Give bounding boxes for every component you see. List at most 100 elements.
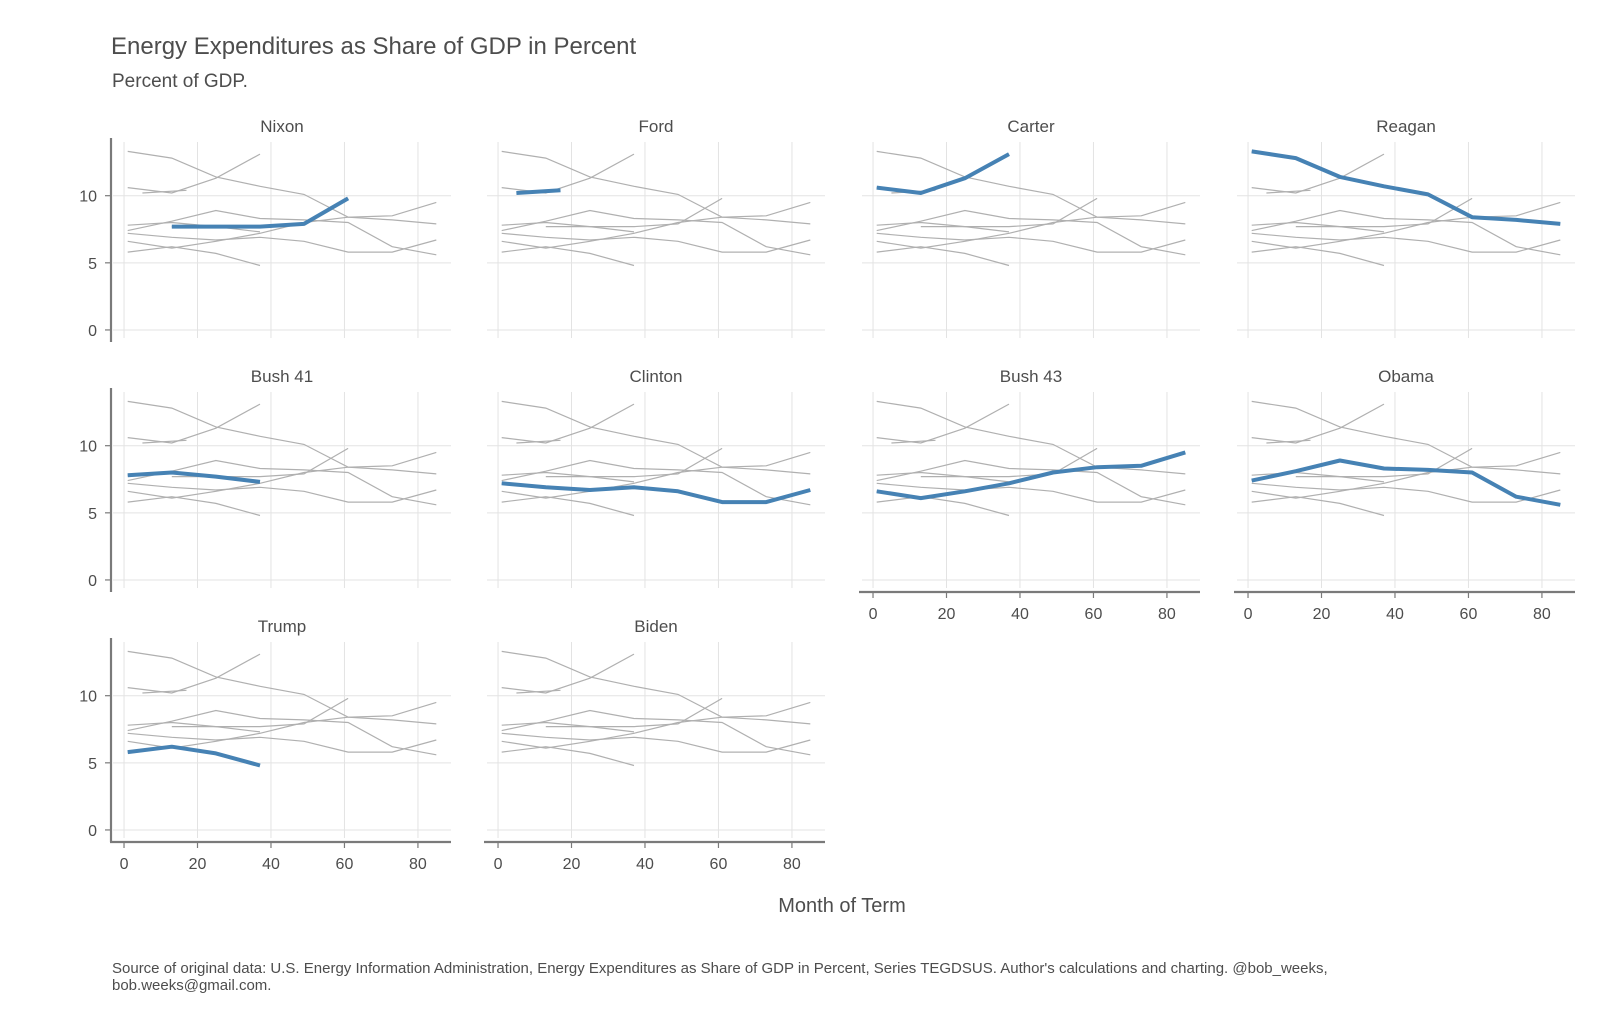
facet-label-carter: Carter xyxy=(1007,117,1055,136)
background-line-reagan xyxy=(1251,400,1561,475)
background-line-clinton xyxy=(127,232,437,253)
highlight-line-nixon xyxy=(171,196,350,229)
background-line-bush-43 xyxy=(501,451,811,499)
x-tick-label: 60 xyxy=(1085,606,1103,623)
x-tick-label: 40 xyxy=(1386,606,1404,623)
background-line-clinton xyxy=(876,482,1186,503)
panel-trump: Trump 0 5 10 0 20 40 60 80 xyxy=(79,617,451,873)
background-line-bush-43 xyxy=(127,201,437,249)
highlight-line-reagan xyxy=(1251,149,1561,226)
background-line-reagan xyxy=(501,150,811,225)
facet-label-trump: Trump xyxy=(258,617,307,636)
x-tick-label: 60 xyxy=(710,856,728,873)
panel-reagan: Reagan xyxy=(1237,117,1575,338)
background-line-clinton xyxy=(501,232,811,253)
background-line-nixon xyxy=(545,697,723,728)
facet-label-bush-43: Bush 43 xyxy=(1000,367,1062,386)
y-tick-label: 10 xyxy=(79,439,97,456)
background-line-bush-43 xyxy=(1251,201,1561,249)
background-line-nixon xyxy=(1295,197,1473,228)
caption-line-1: Source of original data: U.S. Energy Inf… xyxy=(112,960,1328,977)
y-tick-label: 0 xyxy=(88,323,97,340)
background-line-reagan xyxy=(876,150,1186,225)
x-tick-label: 80 xyxy=(783,856,801,873)
panel-biden: Biden 0 20 40 60 80 xyxy=(484,617,825,873)
x-tick-label: 80 xyxy=(1158,606,1176,623)
background-line-bush-41 xyxy=(501,721,635,733)
panel-nixon: Nixon 0 5 10 xyxy=(79,117,451,342)
background-line-bush-43 xyxy=(501,701,811,749)
background-line-nixon xyxy=(920,447,1098,478)
background-line-bush-41 xyxy=(501,221,635,233)
facet-label-reagan: Reagan xyxy=(1376,117,1436,136)
background-line-carter xyxy=(501,653,635,694)
background-line-bush-43 xyxy=(1251,451,1561,499)
background-line-reagan xyxy=(1251,150,1561,225)
background-line-bush-41 xyxy=(1251,471,1385,483)
background-line-trump xyxy=(127,246,261,267)
background-line-obama xyxy=(1251,209,1561,256)
y-tick-label: 10 xyxy=(79,189,97,206)
highlight-line-clinton xyxy=(501,481,811,505)
background-line-nixon xyxy=(545,197,723,228)
facet-panels: Nixon 0 5 10 Ford Carter Reagan Bush 41 0 5 10 Clin… xyxy=(79,117,1575,873)
background-line-reagan xyxy=(876,400,1186,475)
background-line-obama xyxy=(876,459,1186,506)
background-line-obama xyxy=(501,709,811,756)
y-tick-label: 0 xyxy=(88,573,97,590)
background-line-carter xyxy=(501,403,635,444)
background-line-nixon xyxy=(1295,447,1473,478)
background-line-clinton xyxy=(127,482,437,503)
x-tick-label: 0 xyxy=(494,856,503,873)
x-tick-label: 20 xyxy=(1313,606,1331,623)
background-line-nixon xyxy=(171,447,349,478)
chart-subtitle: Percent of GDP. xyxy=(112,71,248,92)
background-line-carter xyxy=(127,153,261,194)
background-line-bush-41 xyxy=(876,471,1010,483)
background-line-bush-41 xyxy=(127,221,261,233)
y-tick-label: 5 xyxy=(88,506,97,523)
background-line-clinton xyxy=(1251,482,1561,503)
background-line-carter xyxy=(127,403,261,444)
panel-clinton: Clinton xyxy=(487,367,825,588)
background-line-obama xyxy=(501,459,811,506)
highlight-line-obama xyxy=(1251,458,1561,507)
background-line-reagan xyxy=(127,650,437,725)
facet-label-clinton: Clinton xyxy=(630,367,683,386)
background-line-clinton xyxy=(1251,232,1561,253)
background-line-reagan xyxy=(127,400,437,475)
facet-label-biden: Biden xyxy=(634,617,677,636)
background-line-obama xyxy=(127,209,437,256)
background-line-bush-43 xyxy=(876,201,1186,249)
y-tick-label: 10 xyxy=(79,689,97,706)
x-tick-label: 60 xyxy=(1460,606,1478,623)
x-tick-label: 60 xyxy=(336,856,354,873)
facet-label-obama: Obama xyxy=(1378,367,1434,386)
background-line-trump xyxy=(501,746,635,767)
background-line-bush-41 xyxy=(501,471,635,483)
background-line-obama xyxy=(501,209,811,256)
background-line-nixon xyxy=(545,447,723,478)
highlight-line-bush-43 xyxy=(876,450,1186,501)
x-axis-label: Month of Term xyxy=(778,895,905,917)
background-line-trump xyxy=(1251,496,1385,517)
background-line-obama xyxy=(876,209,1186,256)
facet-label-nixon: Nixon xyxy=(260,117,303,136)
background-line-reagan xyxy=(501,400,811,475)
x-tick-label: 20 xyxy=(563,856,581,873)
background-line-nixon xyxy=(920,197,1098,228)
x-tick-label: 0 xyxy=(120,856,129,873)
background-line-trump xyxy=(127,496,261,517)
background-line-clinton xyxy=(501,732,811,753)
x-tick-label: 40 xyxy=(636,856,654,873)
panel-carter: Carter xyxy=(862,117,1200,338)
background-line-obama xyxy=(127,459,437,506)
x-tick-label: 40 xyxy=(1011,606,1029,623)
x-tick-label: 20 xyxy=(938,606,956,623)
x-tick-label: 0 xyxy=(1244,606,1253,623)
x-tick-label: 0 xyxy=(869,606,878,623)
x-tick-label: 40 xyxy=(262,856,280,873)
background-line-carter xyxy=(501,153,635,194)
background-line-carter xyxy=(127,653,261,694)
